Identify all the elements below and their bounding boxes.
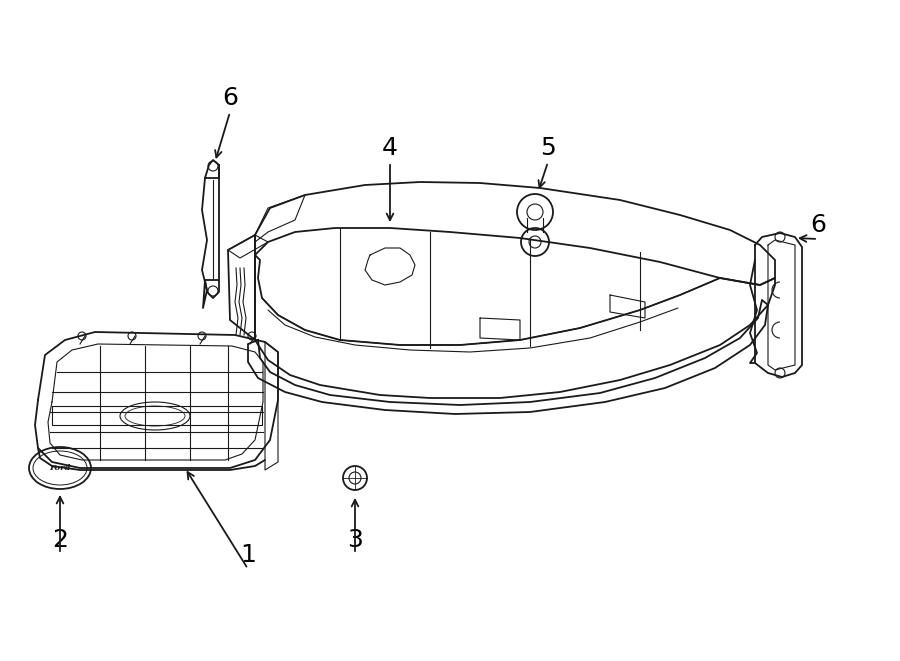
Text: 3: 3 [347, 528, 363, 552]
Text: Ford: Ford [50, 464, 71, 472]
Text: 5: 5 [540, 136, 556, 160]
Text: 6: 6 [810, 213, 826, 237]
Text: 1: 1 [240, 543, 256, 567]
Text: 4: 4 [382, 136, 398, 160]
Text: 6: 6 [222, 86, 238, 110]
Text: 2: 2 [52, 528, 68, 552]
